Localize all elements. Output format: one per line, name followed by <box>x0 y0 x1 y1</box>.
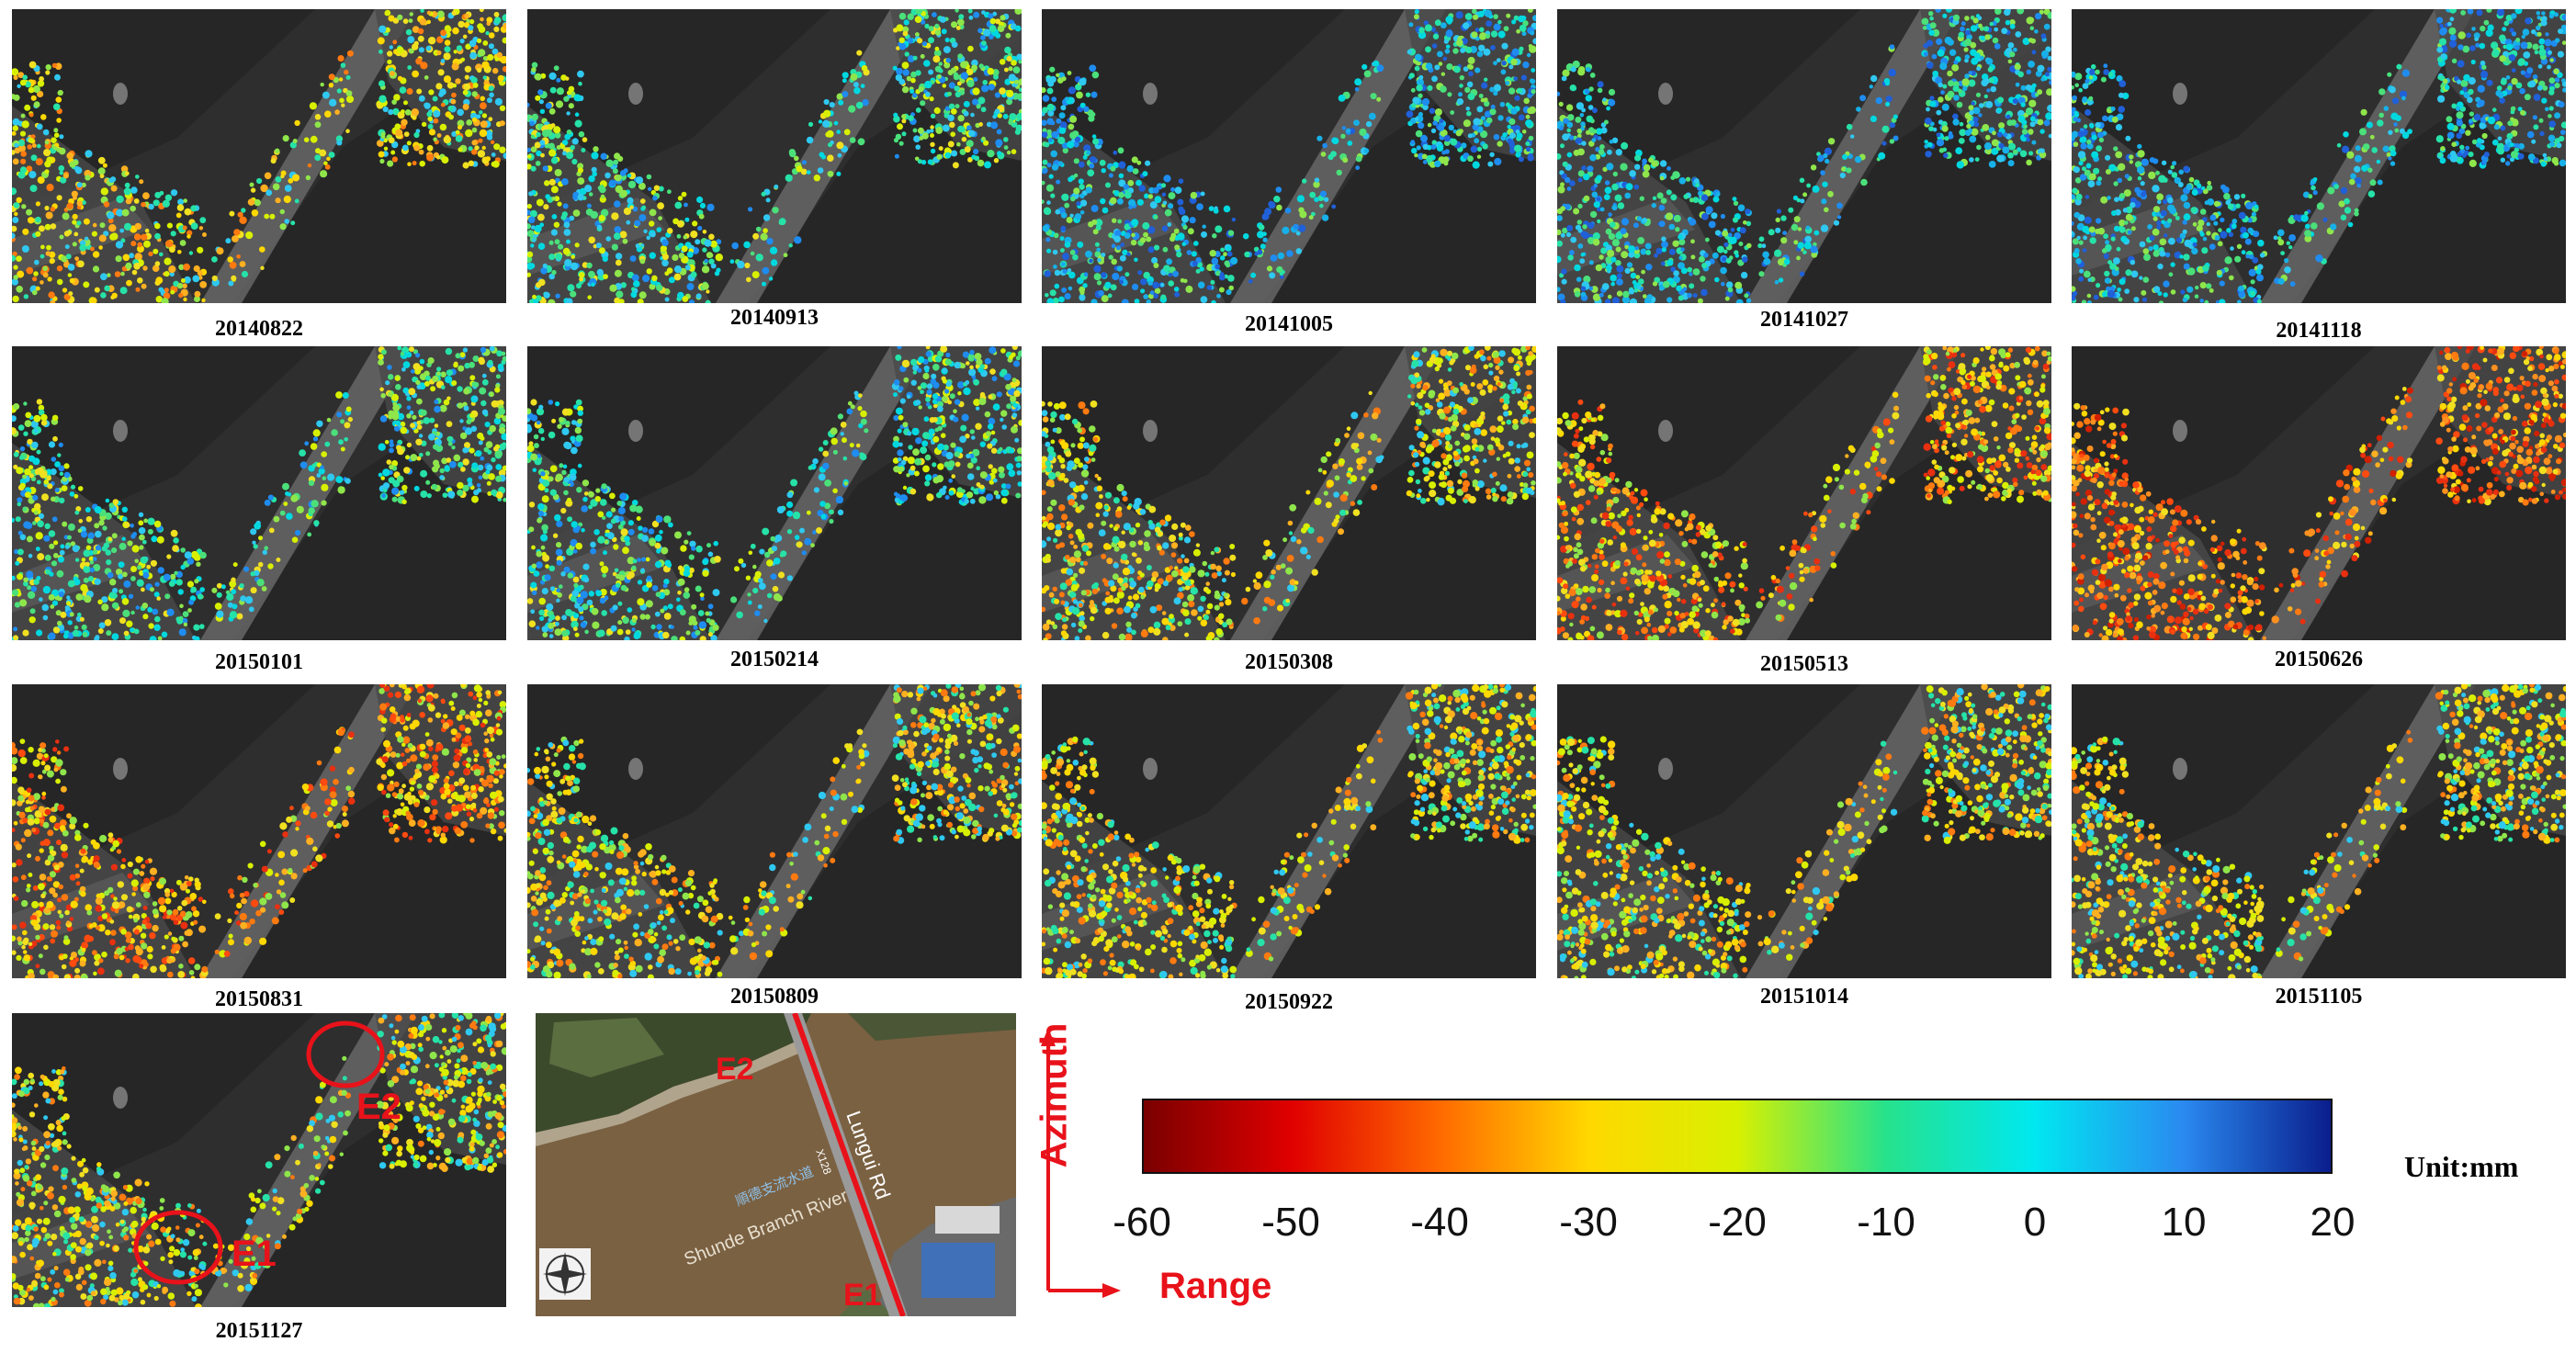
panel-date-label: 20150626 <box>2275 648 2363 671</box>
deformation-panel <box>12 684 506 978</box>
deformation-panel <box>1042 346 1536 640</box>
deformation-map-image <box>12 346 506 640</box>
deformation-map-image <box>1042 9 1536 303</box>
range-arrowhead-icon <box>1102 1283 1121 1298</box>
deformation-map-image <box>12 9 506 303</box>
unit-label: Unit:mm <box>2404 1150 2519 1183</box>
deformation-map-image <box>527 346 1022 640</box>
colorbar-tick-label: -60 <box>1113 1200 1171 1245</box>
deformation-panel <box>1557 9 2051 303</box>
panel-date-label: 20150101 <box>215 650 303 674</box>
compass-rose-icon <box>539 1248 591 1300</box>
colorbar-tick-label: -50 <box>1261 1200 1320 1245</box>
deformation-map-image <box>1557 9 2051 303</box>
deformation-map-image <box>2072 684 2566 978</box>
deformation-map-image <box>12 1013 506 1307</box>
deformation-map-image <box>1557 346 2051 640</box>
deformation-panel <box>527 346 1022 640</box>
colorbar-tick-label: -30 <box>1559 1200 1618 1245</box>
panel-date-label: 20150831 <box>215 987 303 1011</box>
panel-date-label: 20140822 <box>215 317 303 341</box>
deformation-map-image <box>12 684 506 978</box>
deformation-panel <box>2072 9 2566 303</box>
deformation-panel <box>1042 684 1536 978</box>
deformation-panel <box>2072 346 2566 640</box>
colorbar-tick-label: -40 <box>1410 1200 1469 1245</box>
panel-date-label: 20151014 <box>1760 985 1848 1009</box>
deformation-map-image <box>527 684 1022 978</box>
deformation-panel <box>527 9 1022 303</box>
deformation-map-image <box>1042 684 1536 978</box>
direction-arrows <box>1041 1028 1121 1298</box>
range-label: Range <box>1159 1266 1272 1306</box>
location-map: Lungui Rd X128 Shunde Branch River 順德支流水… <box>536 1013 1016 1316</box>
deformation-panel <box>1557 346 2051 640</box>
panel-date-label: 20141118 <box>2276 319 2362 343</box>
colorbar-tick-label: 10 <box>2161 1200 2207 1245</box>
panel-date-label: 20150922 <box>1245 990 1333 1014</box>
deformation-panel <box>1557 684 2051 978</box>
deformation-panel <box>1042 9 1536 303</box>
azimuth-arrowhead-icon <box>1041 1028 1056 1046</box>
panel-date-label: 20150809 <box>730 985 819 1009</box>
colorbar-tick-label: -10 <box>1857 1200 1915 1245</box>
panel-date-label: 20150308 <box>1245 650 1333 674</box>
deformation-map-image <box>2072 346 2566 640</box>
deformation-colorbar <box>1142 1099 2333 1174</box>
deformation-map-image <box>527 9 1022 303</box>
panel-date-label: 20151105 <box>2275 985 2363 1009</box>
panel-date-label: 20141027 <box>1760 308 1848 332</box>
deformation-map-image <box>1042 346 1536 640</box>
deformation-map-image <box>2072 9 2566 303</box>
panel-date-label: 20150214 <box>730 648 819 671</box>
colorbar-tick-label: -20 <box>1708 1200 1767 1245</box>
map-e1-label: E1 <box>843 1278 882 1313</box>
deformation-map-image <box>1557 684 2051 978</box>
deformation-panel <box>2072 684 2566 978</box>
colorbar-tick-label: 0 <box>2023 1200 2047 1245</box>
colorbar-tick-label: 20 <box>2310 1200 2356 1245</box>
panel-date-label: 20151127 <box>215 1319 303 1343</box>
deformation-panel <box>12 346 506 640</box>
map-e2-label: E2 <box>716 1052 754 1087</box>
panel-date-label: 20150513 <box>1760 652 1848 676</box>
deformation-panel <box>12 9 506 303</box>
panel-date-label: 20140913 <box>730 306 819 330</box>
deformation-panel <box>12 1013 506 1307</box>
panel-date-label: 20141005 <box>1245 312 1333 336</box>
deformation-panel <box>527 684 1022 978</box>
azimuth-label: Azimuth <box>1034 1022 1075 1168</box>
